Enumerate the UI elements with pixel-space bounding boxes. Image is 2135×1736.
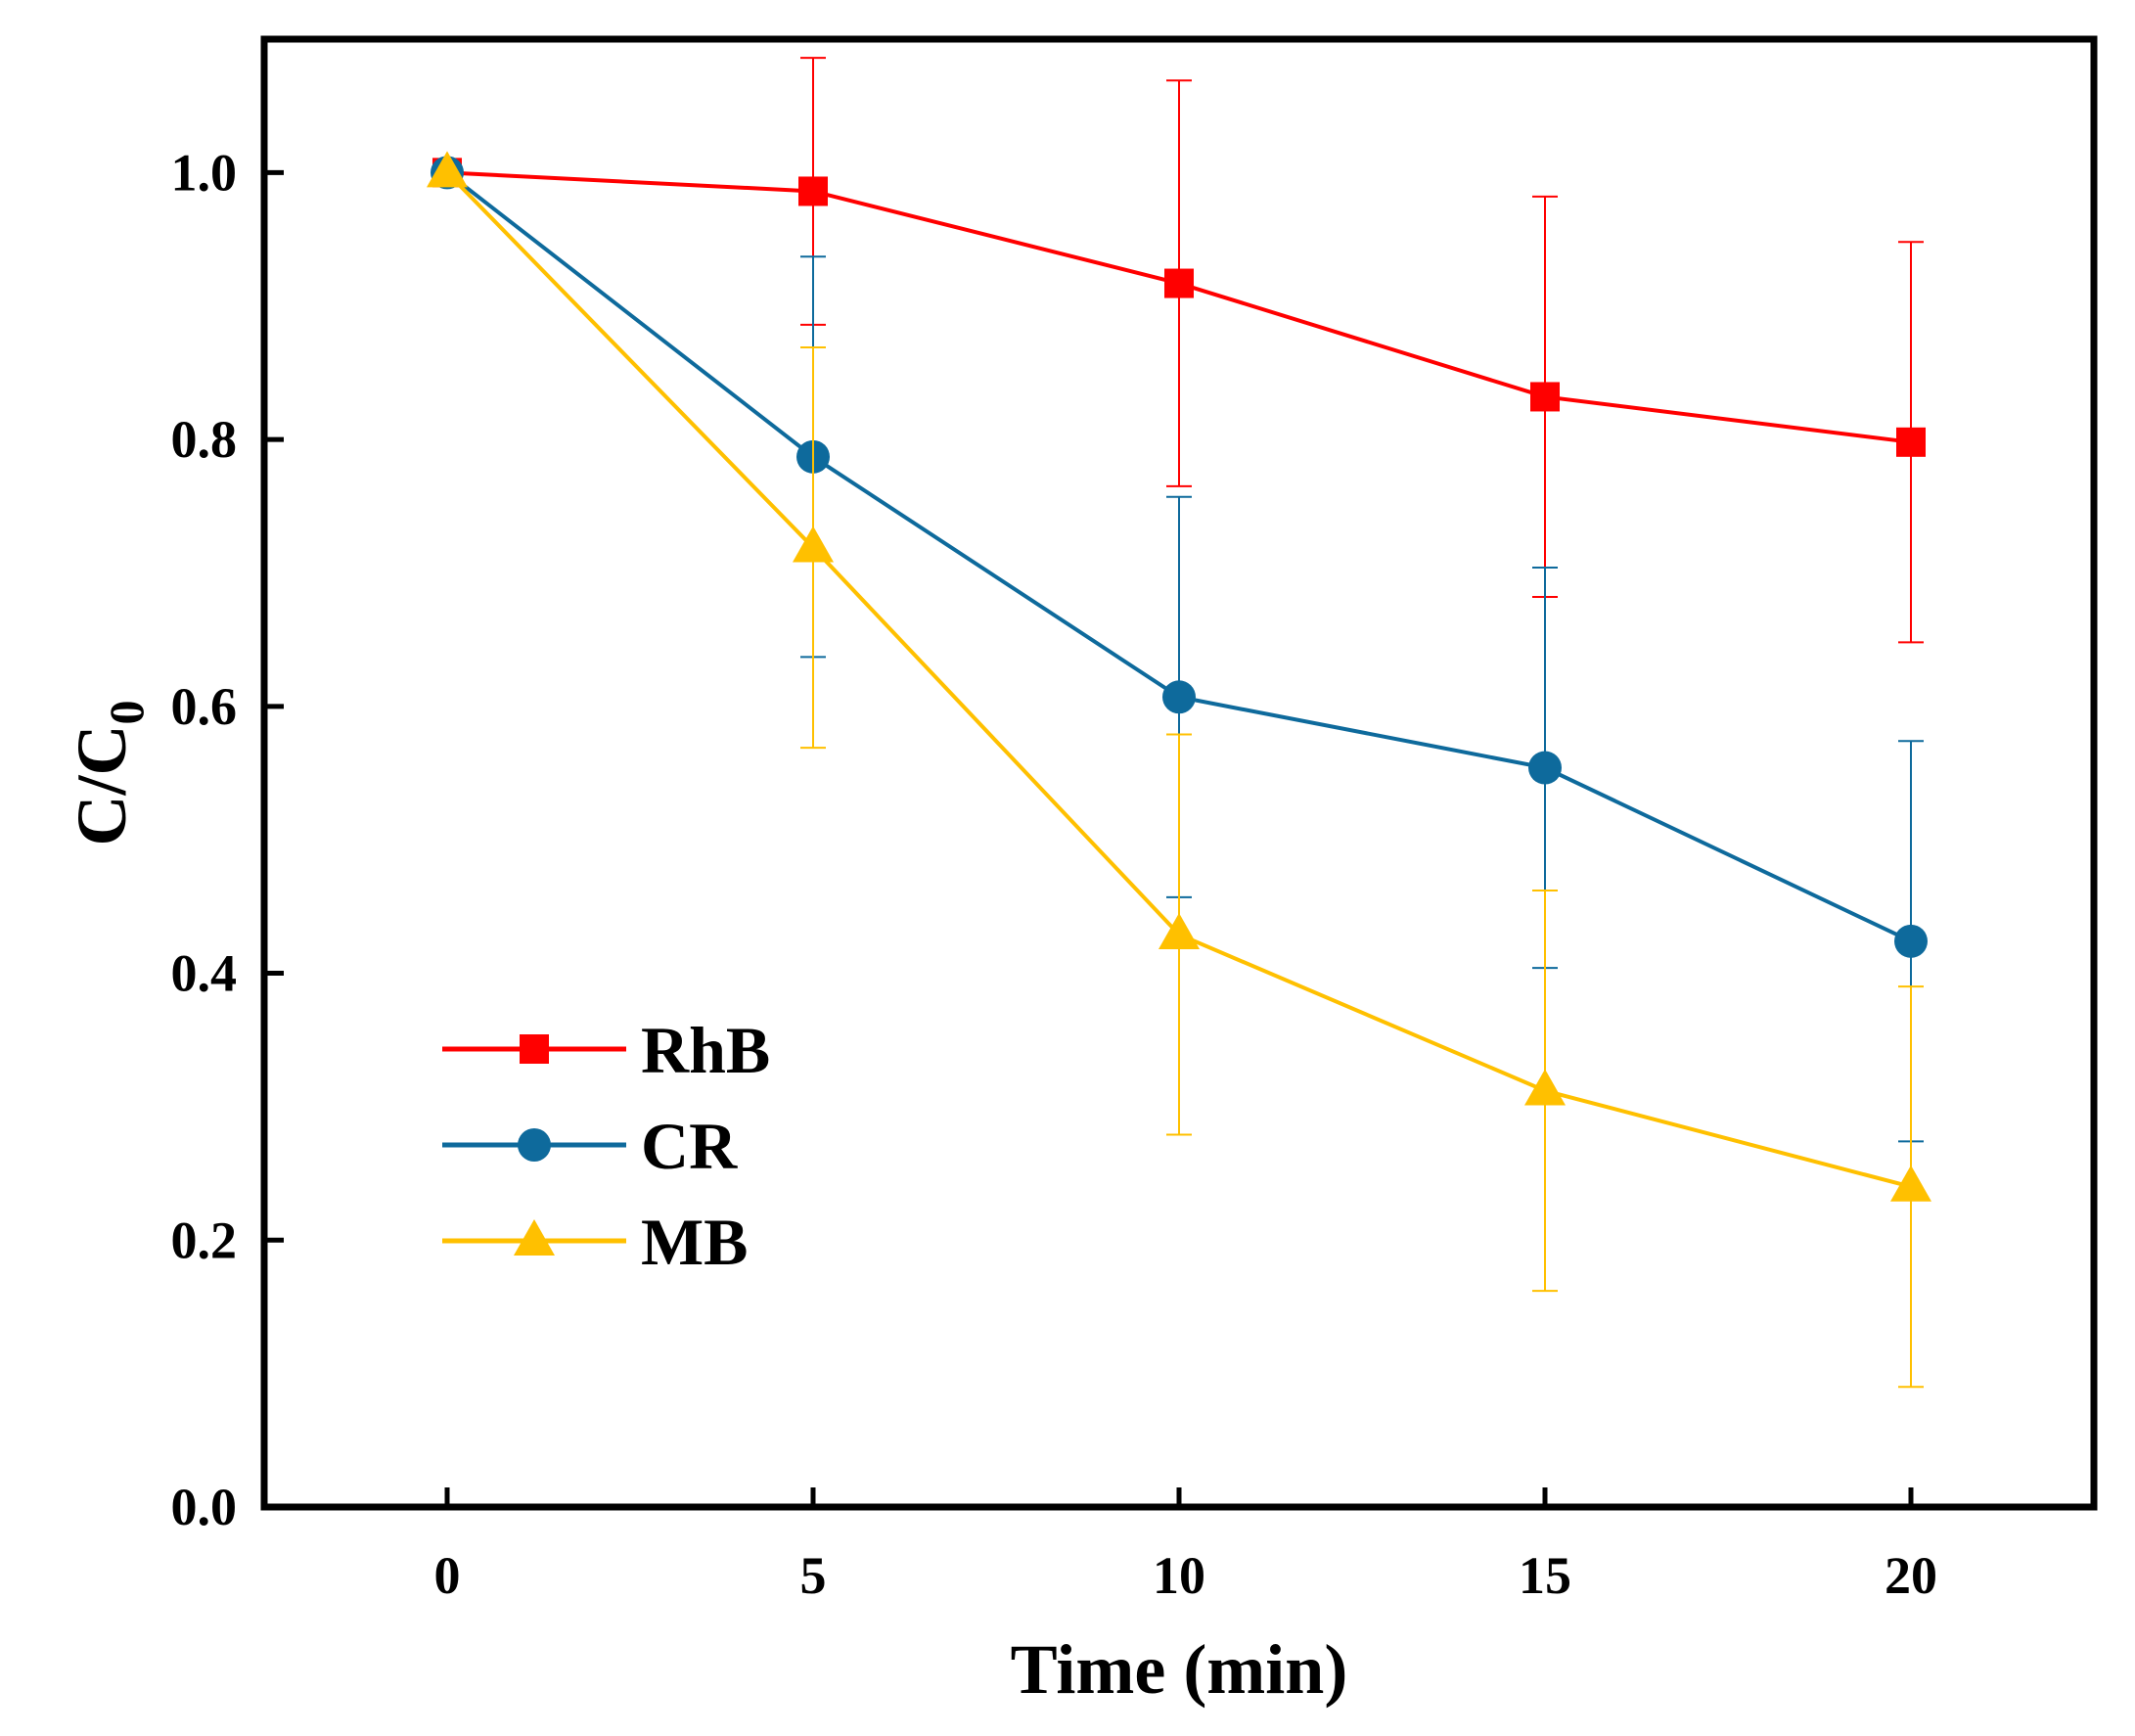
y-tick-label-1: 0.2 xyxy=(171,1211,238,1269)
y-tick-label-4: 0.8 xyxy=(171,410,238,469)
x-tick-label-2: 10 xyxy=(1153,1546,1205,1605)
point-mb-0 xyxy=(427,151,468,188)
point-rhb-20 xyxy=(1896,427,1926,457)
series-layer xyxy=(427,57,1931,1389)
y-tick-label-2: 0.4 xyxy=(171,944,238,1003)
legend: RhB CR MB xyxy=(442,1013,770,1279)
point-rhb-10 xyxy=(1164,268,1194,298)
point-cr-10 xyxy=(1162,680,1196,714)
point-mb-15 xyxy=(1524,1069,1566,1106)
legend-item-mb: MB xyxy=(442,1205,749,1279)
x-tick-label-4: 20 xyxy=(1885,1546,1937,1605)
legend-item-cr: CR xyxy=(442,1109,738,1183)
series-mb xyxy=(427,151,1931,1389)
y-axis-title-main: C/C xyxy=(63,725,141,846)
point-mb-20 xyxy=(1890,1165,1931,1202)
x-tick-label-3: 15 xyxy=(1519,1546,1571,1605)
y-tick-label-3: 0.6 xyxy=(171,677,238,736)
legend-marker-cr xyxy=(518,1128,551,1162)
point-rhb-5 xyxy=(798,176,828,206)
y-tick-label-0: 0.0 xyxy=(171,1478,238,1536)
legend-label-rhb: RhB xyxy=(641,1013,770,1087)
x-tick-label-1: 5 xyxy=(800,1546,827,1605)
legend-label-cr: CR xyxy=(641,1109,738,1183)
legend-marker-mb xyxy=(514,1219,555,1256)
point-rhb-15 xyxy=(1530,382,1560,412)
point-mb-10 xyxy=(1158,913,1200,949)
x-axis-title: Time (min) xyxy=(1011,1630,1348,1709)
point-cr-20 xyxy=(1894,924,1928,958)
legend-label-mb: MB xyxy=(641,1205,749,1279)
y-axis-title: C/C0 xyxy=(63,701,154,846)
legend-item-rhb: RhB xyxy=(442,1013,770,1087)
x-tick-label-0: 0 xyxy=(434,1546,461,1605)
y-tick-label-5: 1.0 xyxy=(171,143,238,202)
axes-layer: 0 5 10 15 20 0.0 0.2 0.4 0.6 0.8 1.0 xyxy=(171,143,1938,1605)
legend-marker-rhb xyxy=(520,1034,549,1064)
point-mb-5 xyxy=(793,525,834,563)
point-cr-15 xyxy=(1528,751,1562,785)
y-axis-title-subscript: 0 xyxy=(99,701,154,725)
